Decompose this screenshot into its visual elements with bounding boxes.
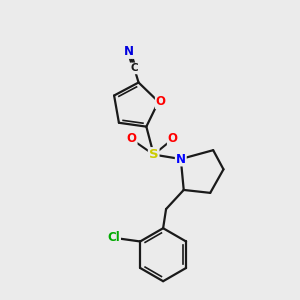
Text: O: O: [168, 132, 178, 145]
Text: O: O: [156, 95, 166, 108]
Text: N: N: [124, 45, 134, 58]
Text: Cl: Cl: [107, 230, 120, 244]
Text: N: N: [176, 152, 186, 166]
Text: O: O: [127, 132, 136, 145]
Text: S: S: [149, 148, 158, 161]
Text: C: C: [130, 63, 138, 74]
